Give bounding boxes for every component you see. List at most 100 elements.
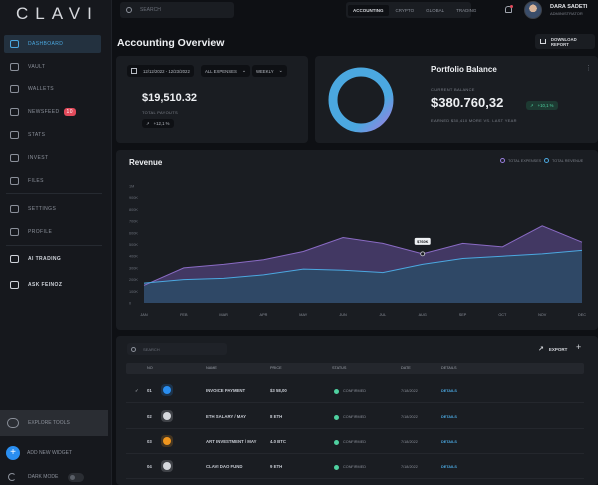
explore-tools-button[interactable]: EXPLORE TOOLS xyxy=(0,410,108,436)
x-tick-label: AUG xyxy=(419,313,427,317)
x-tick-label: APR xyxy=(260,313,268,317)
row-price: $3 58,00 xyxy=(270,388,287,393)
tab-accounting[interactable]: ACCOUNTING xyxy=(348,4,389,16)
row-status: CONFIRMED xyxy=(343,389,366,393)
confirmed-icon xyxy=(334,440,339,445)
transactions-card xyxy=(116,336,598,485)
details-link[interactable]: DETAILS xyxy=(441,465,457,469)
table-row[interactable]: ✓ 01 INVOICE PAYMENT $3 58,00 CONFIRMED 7/18/… xyxy=(126,378,584,403)
date-range-value: 12/12/2022 - 12/23/2022 xyxy=(143,68,190,74)
y-tick-label: 700K xyxy=(129,220,138,224)
search-placeholder: SEARCH xyxy=(140,7,161,13)
add-row-button[interactable]: + xyxy=(576,342,582,352)
payouts-change-value: +12,1 % xyxy=(153,121,170,126)
row-price: 8 ETH xyxy=(270,414,283,419)
period-value: WEEKLY xyxy=(256,68,274,74)
search-input[interactable]: SEARCH xyxy=(120,2,234,18)
details-link[interactable]: DETAILS xyxy=(441,415,457,419)
header-status: STATUS xyxy=(332,366,347,370)
sidebar-item-label: VAULT xyxy=(28,64,46,70)
add-widget-button[interactable]: + ADD NEW WIDGET xyxy=(6,446,72,460)
bell-icon[interactable] xyxy=(505,6,512,13)
coin-fill xyxy=(163,386,171,394)
row-date: 7/18/2022 xyxy=(401,440,418,444)
portfolio-change-badge: ↗ +10,1 % xyxy=(526,101,558,110)
sidebar-item-files[interactable]: FILES xyxy=(4,172,101,190)
sidebar-item-label: FILES xyxy=(28,178,44,184)
sidebar-item-ask-feinoz[interactable]: ASK FEINOZ xyxy=(4,276,101,294)
download-report-button[interactable]: DOWNLOAD REPORT xyxy=(535,34,595,49)
table-search-placeholder: SEARCH xyxy=(143,346,160,352)
portfolio-change-value: +10,1 % xyxy=(537,103,554,108)
user-name: DARA SADETI xyxy=(550,4,588,10)
export-button[interactable]: ↗ EXPORT xyxy=(538,345,567,353)
ai-trading-icon xyxy=(10,255,19,263)
revenue-title: Revenue xyxy=(129,158,163,167)
sidebar-item-label: ASK FEINOZ xyxy=(28,282,63,288)
search-icon xyxy=(126,7,132,13)
search-icon xyxy=(131,346,136,352)
expenses-filter-dropdown[interactable]: ALL EXPENSES ⌄ xyxy=(201,65,251,77)
notification-dot xyxy=(510,5,513,8)
table-header: NO NAME PRICE STATUS DATE DETAILS xyxy=(126,363,584,374)
plus-icon: + xyxy=(6,446,20,460)
row-number: 04 xyxy=(147,464,152,469)
date-range-picker[interactable]: 12/12/2022 - 12/23/2022 xyxy=(127,65,194,77)
moon-icon xyxy=(8,473,16,481)
dashboard-icon xyxy=(10,40,19,48)
expenses-filter-value: ALL EXPENSES xyxy=(205,68,237,74)
details-link[interactable]: DETAILS xyxy=(441,440,457,444)
y-tick-label: 600K xyxy=(129,231,138,235)
header-date: DATE xyxy=(401,366,411,370)
trend-up-icon: ↗ xyxy=(146,120,150,126)
download-label: DOWNLOAD REPORT xyxy=(550,36,577,47)
details-link[interactable]: DETAILS xyxy=(441,389,457,393)
sidebar-item-vault[interactable]: VAULT xyxy=(4,58,101,76)
more-options-icon[interactable]: ⋮ xyxy=(585,65,592,72)
stats-icon xyxy=(10,131,19,139)
x-tick-label: DEC xyxy=(578,313,586,317)
legend-dot-expenses xyxy=(500,158,505,163)
sidebar-item-ai-trading[interactable]: AI TRADING xyxy=(4,250,101,268)
sidebar-item-invest[interactable]: INVEST xyxy=(4,149,101,167)
newsfeed-icon xyxy=(10,108,19,116)
page-title: Accounting Overview xyxy=(117,37,225,49)
sidebar-item-dashboard[interactable]: DASHBOARD xyxy=(4,35,101,53)
dark-mode-toggle[interactable] xyxy=(68,473,84,482)
y-tick-label: 500K xyxy=(129,243,138,247)
table-row[interactable]: 04 CLAVI DAO FUND 9 ETH CONFIRMED 7/18/2022 D… xyxy=(126,454,584,479)
sidebar-item-newsfeed[interactable]: NEWSFEED 10 xyxy=(4,103,101,121)
x-tick-label: MAY xyxy=(299,313,307,317)
sidebar-item-label: DASHBOARD xyxy=(28,41,64,47)
top-tabs: ACCOUNTING CRYPTO GLOBAL TRADING xyxy=(346,2,476,18)
revenue-chart: 1M 900K 800K 700K 600K 500K 400K 300K 200K 100K 0 J… xyxy=(129,185,586,318)
tab-trading[interactable]: TRADING xyxy=(456,7,477,13)
payouts-change-badge: ↗ +12,1 % xyxy=(142,119,174,128)
avatar[interactable] xyxy=(524,1,542,19)
export-icon: ↗ xyxy=(538,346,544,353)
sidebar-item-stats[interactable]: STATS xyxy=(4,126,101,144)
table-row[interactable]: 02 ETH SALARY / MAY 8 ETH CONFIRMED 7/18/202… xyxy=(126,404,584,429)
sidebar-item-label: WALLETS xyxy=(28,86,54,92)
tooltip-point[interactable] xyxy=(420,251,426,257)
portfolio-note: EARNED $30,410 MORE VS. LAST YEAR xyxy=(431,118,517,123)
tab-crypto[interactable]: CRYPTO xyxy=(395,7,415,13)
y-tick-label: 0 xyxy=(129,302,131,306)
header-price: PRICE xyxy=(270,366,282,370)
sidebar-item-wallets[interactable]: WALLETS xyxy=(4,80,101,98)
y-tick-label: 1M xyxy=(129,185,134,189)
current-balance-label: CURRENT BALANCE xyxy=(431,87,475,92)
total-payouts-label: TOTAL PAYOUTS xyxy=(142,110,178,115)
row-check-icon[interactable]: ✓ xyxy=(135,388,139,393)
portfolio-amount: $380.760,32 xyxy=(431,95,504,110)
table-row[interactable]: 03 ART INVESTMENT / MAY 4.0 BTC CONFIRMED 7/… xyxy=(126,429,584,454)
sidebar-item-settings[interactable]: SETTINGS xyxy=(4,200,101,218)
row-status: CONFIRMED xyxy=(343,440,366,444)
tab-global[interactable]: GLOBAL xyxy=(426,7,445,13)
user-role: ADMINISTRATOR xyxy=(550,11,583,16)
period-dropdown[interactable]: WEEKLY ⌄ xyxy=(252,65,287,77)
add-widget-label: ADD NEW WIDGET xyxy=(27,450,72,456)
table-search-input[interactable]: SEARCH xyxy=(127,343,227,355)
dark-mode-row: DARK MODE xyxy=(8,473,58,481)
sidebar-item-profile[interactable]: PROFILE xyxy=(4,223,101,241)
